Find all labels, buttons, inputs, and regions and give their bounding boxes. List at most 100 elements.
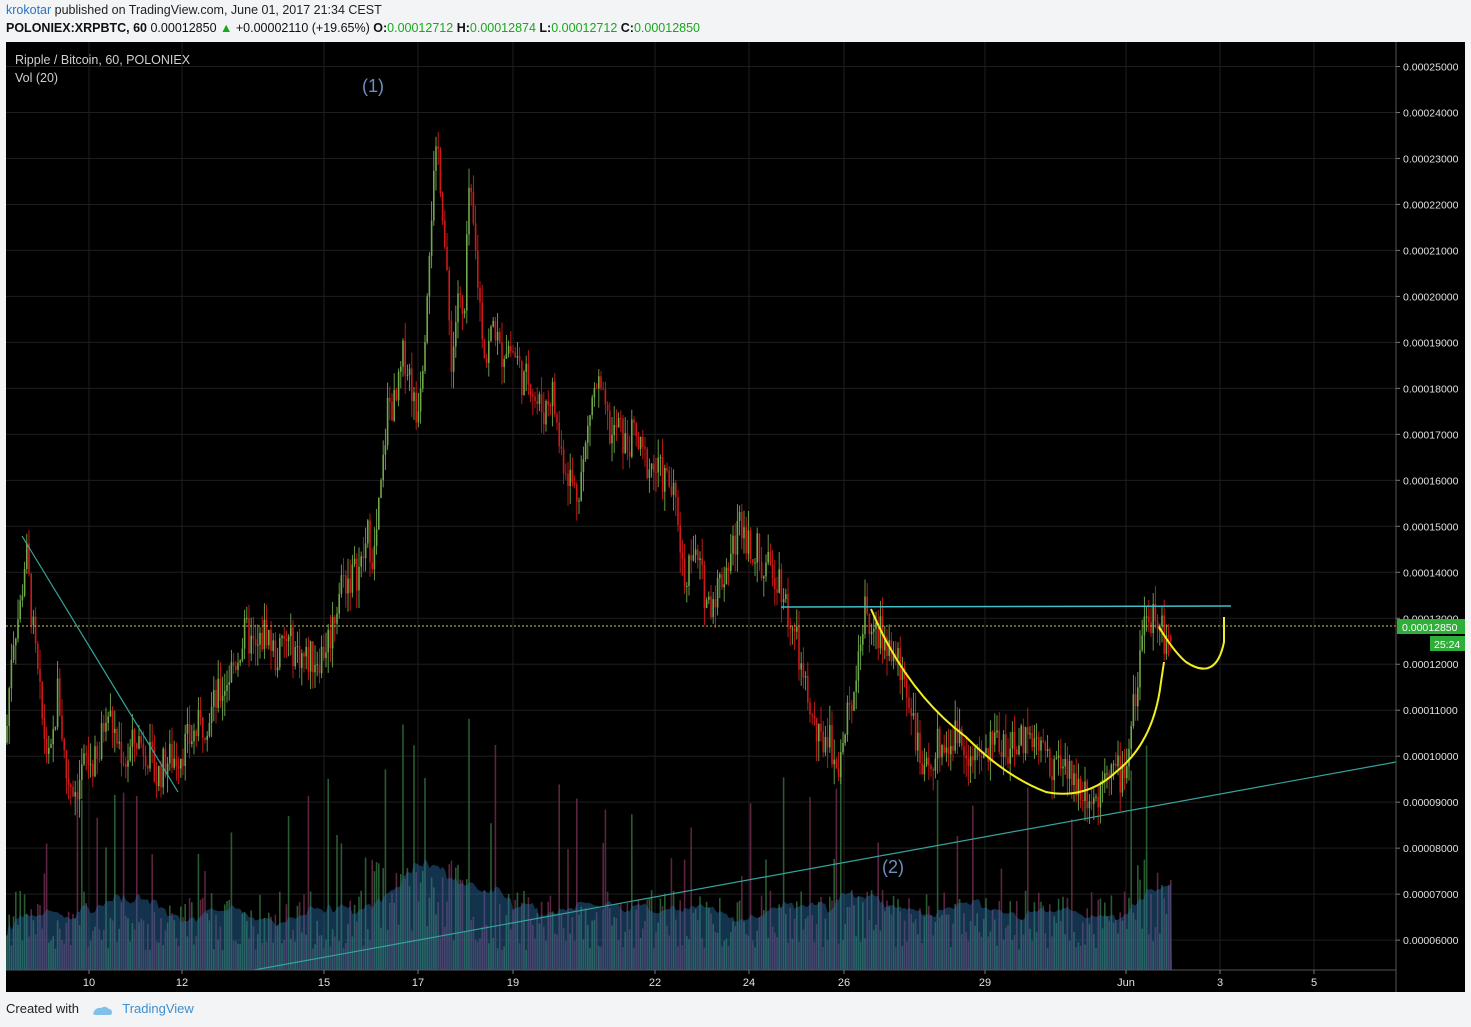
candle-body bbox=[479, 287, 481, 303]
volume-bar bbox=[39, 905, 41, 970]
volume-bar bbox=[1049, 904, 1051, 970]
candle-body bbox=[1086, 781, 1088, 809]
candle-body bbox=[670, 486, 673, 496]
volume-bar bbox=[769, 890, 772, 970]
candle-body bbox=[298, 646, 301, 669]
volume-bar bbox=[169, 905, 171, 970]
volume-bar bbox=[144, 949, 147, 970]
volume-bar bbox=[864, 938, 866, 970]
candle-body bbox=[833, 759, 835, 765]
volume-bar bbox=[1110, 895, 1113, 970]
price-chart[interactable]: 0.00025000 0.00024000 0.00023000 0.00022000… bbox=[6, 42, 1465, 992]
volume-bar bbox=[529, 919, 532, 970]
chart-area[interactable]: 0.00025000 0.00024000 0.00023000 0.00022000… bbox=[6, 42, 1465, 992]
volume-bar bbox=[644, 921, 646, 970]
volume-bar bbox=[1141, 928, 1143, 970]
candle-body bbox=[96, 746, 98, 759]
candle-body bbox=[679, 525, 681, 553]
volume-bar bbox=[30, 909, 32, 970]
candle-body bbox=[760, 561, 763, 579]
candle-body bbox=[714, 599, 717, 608]
volume-bar bbox=[809, 797, 811, 970]
volume-bar bbox=[1073, 931, 1075, 970]
volume-bar bbox=[100, 940, 103, 970]
volume-bar bbox=[483, 891, 486, 970]
volume-bar bbox=[987, 936, 989, 970]
candle-body bbox=[567, 473, 569, 487]
candle-body bbox=[422, 370, 424, 389]
volume-bar bbox=[796, 901, 798, 970]
price-tick-label: 0.00015000 bbox=[1403, 521, 1459, 533]
volume-bar bbox=[87, 946, 90, 970]
candle-body bbox=[259, 632, 261, 645]
high-label: H: bbox=[456, 21, 470, 35]
volume-bar bbox=[617, 940, 620, 970]
volume-bar bbox=[679, 900, 681, 970]
candle-body bbox=[1029, 733, 1031, 735]
volume-bar bbox=[752, 940, 754, 970]
volume-bar bbox=[1042, 905, 1044, 970]
volume-bar bbox=[338, 941, 340, 970]
candle-body bbox=[958, 728, 961, 744]
candle-body bbox=[235, 665, 237, 670]
candle-body bbox=[56, 678, 59, 728]
candle-body bbox=[320, 646, 323, 674]
candle-body bbox=[659, 457, 662, 459]
volume-bar bbox=[127, 918, 129, 970]
candle-body bbox=[972, 756, 974, 761]
volume-bar bbox=[459, 879, 461, 970]
volume-bar bbox=[1009, 901, 1011, 970]
candle-body bbox=[202, 717, 204, 738]
volume-bar bbox=[162, 945, 164, 970]
candle-body bbox=[1057, 755, 1060, 758]
candle-body bbox=[43, 718, 46, 739]
volume-bar bbox=[232, 941, 235, 970]
volume-bar bbox=[545, 940, 547, 970]
candle-body bbox=[617, 417, 620, 428]
candle-body bbox=[1110, 764, 1113, 778]
candle-body bbox=[868, 613, 871, 635]
author-link[interactable]: krokotar bbox=[6, 3, 52, 17]
candle-body bbox=[393, 389, 395, 421]
volume-bar bbox=[327, 778, 329, 970]
volume-bar bbox=[668, 935, 670, 970]
volume-bar bbox=[257, 934, 259, 970]
published-text: published on TradingView.com, June 01, 2… bbox=[54, 3, 382, 17]
candle-body bbox=[642, 436, 644, 448]
volume-bar bbox=[239, 944, 241, 970]
candle-body bbox=[243, 618, 246, 649]
volume-bar bbox=[303, 894, 305, 970]
candle-body bbox=[463, 310, 466, 314]
volume-bar bbox=[452, 940, 455, 970]
volume-bar bbox=[866, 891, 868, 970]
volume-bar bbox=[690, 827, 692, 970]
candle-body bbox=[28, 543, 30, 574]
candle-body bbox=[514, 352, 516, 358]
candle-body bbox=[213, 690, 215, 707]
volume-bar bbox=[571, 917, 574, 970]
candle-body bbox=[505, 353, 508, 359]
candle-body bbox=[1148, 616, 1150, 622]
open-value: 0.00012712 bbox=[387, 21, 454, 35]
volume-bar bbox=[637, 900, 640, 970]
candle-body bbox=[675, 482, 677, 498]
volume-bar bbox=[1128, 897, 1130, 970]
candle-body bbox=[85, 753, 87, 755]
candle-body bbox=[107, 716, 109, 723]
volume-bar bbox=[177, 945, 180, 970]
volume-bar bbox=[802, 929, 805, 970]
volume-bar bbox=[360, 890, 362, 970]
price-axis[interactable]: 0.00025000 0.00024000 0.00023000 0.00022000… bbox=[1395, 42, 1465, 992]
volume-bar bbox=[74, 918, 76, 970]
volume-bar bbox=[470, 920, 472, 970]
time-axis[interactable]: 10 12 15 17 19 22 24 26 29 Jun 3 5 bbox=[6, 969, 1396, 989]
candle-body bbox=[325, 652, 327, 659]
price-tick-label: 0.00011000 bbox=[1403, 705, 1458, 717]
volume-bar bbox=[879, 930, 882, 970]
candle-body bbox=[474, 223, 477, 251]
volume-bar bbox=[620, 902, 622, 970]
candle-body bbox=[886, 636, 888, 656]
candle-body bbox=[268, 629, 270, 646]
tradingview-link[interactable]: TradingView bbox=[122, 1001, 194, 1016]
candle-body bbox=[1049, 749, 1051, 776]
